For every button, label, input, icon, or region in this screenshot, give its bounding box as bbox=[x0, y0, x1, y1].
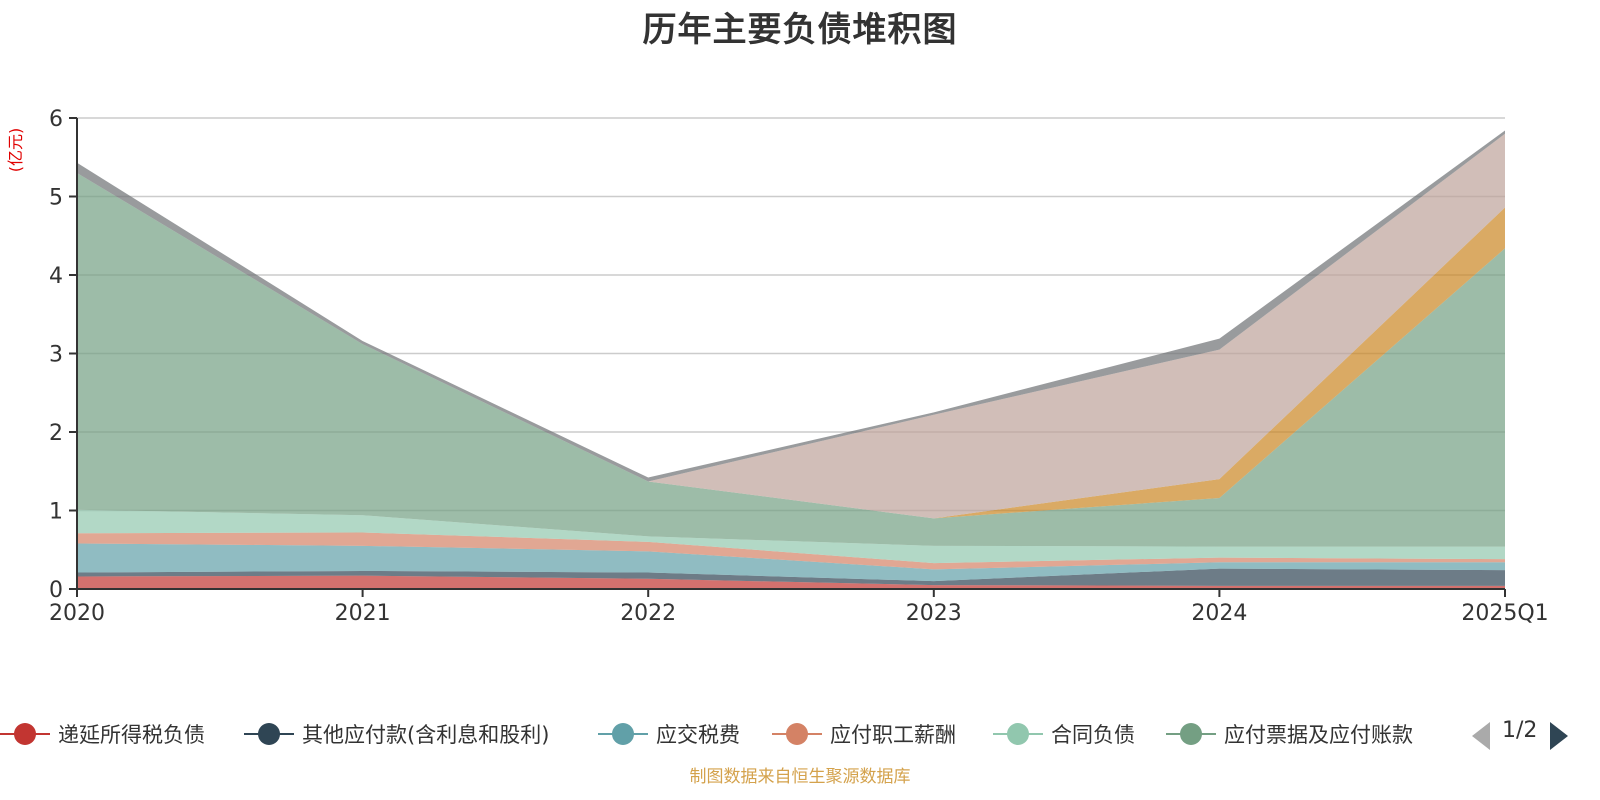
x-tick-label: 2025Q1 bbox=[1461, 601, 1548, 626]
x-tick-label: 2021 bbox=[335, 601, 391, 626]
legend-label: 应付票据及应付账款 bbox=[1224, 723, 1413, 747]
legend-next-page-icon[interactable] bbox=[1550, 722, 1568, 750]
legend-dot bbox=[612, 723, 634, 745]
legend-marker-icon bbox=[993, 716, 1043, 752]
area-series-5 bbox=[77, 172, 1505, 547]
chart-title: 历年主要负债堆积图 bbox=[642, 10, 958, 50]
y-tick-label: 4 bbox=[49, 264, 63, 289]
y-tick-label: 2 bbox=[49, 421, 63, 446]
legend-item-1[interactable]: 其他应付款(含利息和股利) bbox=[244, 716, 549, 752]
area-series-7 bbox=[77, 133, 1505, 519]
y-tick-label: 5 bbox=[49, 186, 63, 211]
y-tick-label: 6 bbox=[49, 107, 63, 132]
legend-marker-icon bbox=[772, 716, 822, 752]
legend-item-3[interactable]: 应付职工薪酬 bbox=[772, 716, 956, 752]
legend-dot bbox=[1180, 723, 1202, 745]
legend-pager: 1/2 bbox=[1470, 718, 1590, 752]
legend-label: 合同负债 bbox=[1051, 723, 1135, 747]
x-tick-label: 2024 bbox=[1191, 601, 1247, 626]
stacked-area-chart: 0 1 2 3 4 5 6 2020 2021 2022 2023 2024 2025Q1 bbox=[49, 107, 1549, 626]
legend-item-0[interactable]: 递延所得税负债 bbox=[0, 716, 205, 752]
data-source-note: 制图数据来自恒生聚源数据库 bbox=[689, 767, 911, 787]
legend-label: 应付职工薪酬 bbox=[830, 723, 956, 747]
area-series-3 bbox=[77, 532, 1505, 570]
legend-marker-icon bbox=[244, 716, 294, 752]
legend-page-indicator: 1/2 bbox=[1502, 718, 1538, 743]
y-axis-unit-text: (亿元) bbox=[6, 128, 25, 173]
legend-label: 应交税费 bbox=[656, 723, 740, 747]
legend-dot bbox=[786, 723, 808, 745]
legend-label: 其他应付款(含利息和股利) bbox=[302, 723, 550, 747]
legend-marker-icon bbox=[598, 716, 648, 752]
area-series-1 bbox=[77, 568, 1505, 586]
legend-marker-icon bbox=[0, 716, 50, 752]
legend-label: 递延所得税负债 bbox=[58, 723, 205, 747]
legend-dot bbox=[1007, 723, 1029, 745]
y-tick-label: 3 bbox=[49, 343, 63, 368]
y-tick-label: 0 bbox=[49, 578, 63, 603]
area-series-2 bbox=[77, 543, 1505, 582]
legend-item-4[interactable]: 合同负债 bbox=[993, 716, 1135, 752]
legend: 递延所得税负债 其他应付款(含利息和股利) 应交税费 应付职工薪酬 合同负债 bbox=[0, 716, 1600, 752]
legend-item-2[interactable]: 应交税费 bbox=[598, 716, 740, 752]
area-series-4 bbox=[77, 509, 1505, 564]
legend-dot bbox=[14, 723, 36, 745]
y-tick-label: 1 bbox=[49, 500, 63, 525]
legend-dot bbox=[258, 723, 280, 745]
x-tick-label: 2022 bbox=[620, 601, 676, 626]
legend-item-5[interactable]: 应付票据及应付账款 bbox=[1166, 716, 1413, 752]
legend-marker-icon bbox=[1166, 716, 1216, 752]
y-axis-unit: (亿元) bbox=[6, 128, 25, 173]
area-series-0 bbox=[77, 575, 1505, 589]
x-tick-label: 2023 bbox=[906, 601, 962, 626]
x-tick-label: 2020 bbox=[49, 601, 105, 626]
legend-prev-page-icon[interactable] bbox=[1472, 722, 1490, 750]
